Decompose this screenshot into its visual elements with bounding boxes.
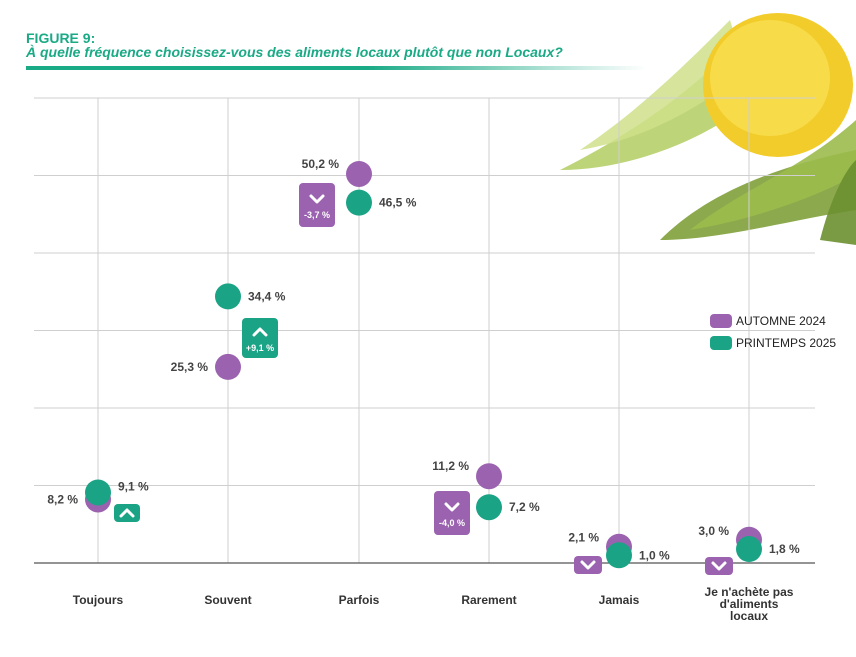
change-badge: -4,0 % <box>434 491 470 535</box>
change-badge-box <box>114 504 140 522</box>
change-badges: +9,1 % -3,7 % -4,0 % <box>114 183 733 575</box>
legend-swatch-autumn <box>710 314 732 328</box>
legend-item-spring: PRINTEMPS 2025 <box>710 332 836 354</box>
point-spring-2025 <box>736 536 762 563</box>
x-tick-label: Parfois <box>339 593 380 607</box>
legend-label-spring: PRINTEMPS 2025 <box>736 336 837 350</box>
change-badge <box>705 557 733 575</box>
grid <box>34 97 815 563</box>
figure-title: À quelle fréquence choisissez-vous des a… <box>26 44 563 60</box>
change-badge-box <box>705 557 733 575</box>
data-label-spring: 7,2 % <box>509 500 540 514</box>
change-badge <box>114 504 140 522</box>
legend-label-autumn: AUTOMNE 2024 <box>736 314 826 328</box>
data-points <box>85 160 762 569</box>
x-axis: Toujours Souvent Parfois Rarement Jamais Je n… <box>34 562 815 623</box>
data-label-spring: 9,1 % <box>118 479 149 493</box>
x-tick-label: Toujours <box>73 593 124 607</box>
title-underline <box>26 66 646 70</box>
data-label-autumn: 3,0 % <box>698 524 729 538</box>
point-spring-2025 <box>476 494 502 521</box>
x-tick-label: Souvent <box>204 593 251 607</box>
change-value-label: -3,7 % <box>304 210 330 220</box>
x-tick-label: Rarement <box>461 593 516 607</box>
corn-husk-leaves <box>560 20 856 245</box>
data-label-spring: 1,0 % <box>639 548 670 562</box>
point-spring-2025 <box>85 479 111 506</box>
change-value-label: -4,0 % <box>439 518 465 528</box>
corn-cob <box>703 13 853 157</box>
chevron-up-icon <box>119 508 135 518</box>
chevron-up-icon <box>252 327 268 337</box>
data-label-autumn: 8,2 % <box>47 492 78 506</box>
point-spring-2025 <box>346 189 372 216</box>
point-autumn-2024 <box>346 160 372 187</box>
data-label-autumn: 11,2 % <box>432 459 469 473</box>
data-label-spring: 1,8 % <box>769 542 800 556</box>
chevron-down-icon <box>580 560 596 570</box>
chevron-down-icon <box>309 194 325 204</box>
change-badge-box <box>299 183 335 227</box>
data-labels: 8,2 % 25,3 % 50,2 % 11,2 % 2,1 % 3,0 % 9,1 % 34… <box>47 157 800 562</box>
change-badge: -3,7 % <box>299 183 335 227</box>
chevron-down-icon <box>444 502 460 512</box>
change-badge <box>574 556 602 574</box>
change-badge-box <box>574 556 602 574</box>
chevron-down-icon <box>711 561 727 571</box>
point-spring-2025 <box>606 542 632 569</box>
data-label-autumn: 2,1 % <box>568 531 599 545</box>
figure-label: FIGURE 9: <box>26 30 96 46</box>
change-badge-box <box>242 318 278 358</box>
point-autumn-2024 <box>215 353 241 380</box>
x-tick-label: Je n'achète pas d'aliments locaux <box>705 585 794 623</box>
legend: AUTOMNE 2024 PRINTEMPS 2025 <box>710 310 836 354</box>
change-badge-box <box>434 491 470 535</box>
data-label-spring: 46,5 % <box>379 196 417 210</box>
change-value-label: +9,1 % <box>246 343 274 353</box>
point-spring-2025 <box>215 283 241 310</box>
legend-item-autumn: AUTOMNE 2024 <box>710 310 836 332</box>
data-label-autumn: 50,2 % <box>302 157 340 171</box>
data-label-autumn: 25,3 % <box>171 360 209 374</box>
change-badge: +9,1 % <box>242 318 278 358</box>
legend-swatch-spring <box>710 336 732 350</box>
data-label-spring: 34,4 % <box>248 289 286 303</box>
point-autumn-2024 <box>476 463 502 490</box>
x-tick-label: Jamais <box>599 593 640 607</box>
